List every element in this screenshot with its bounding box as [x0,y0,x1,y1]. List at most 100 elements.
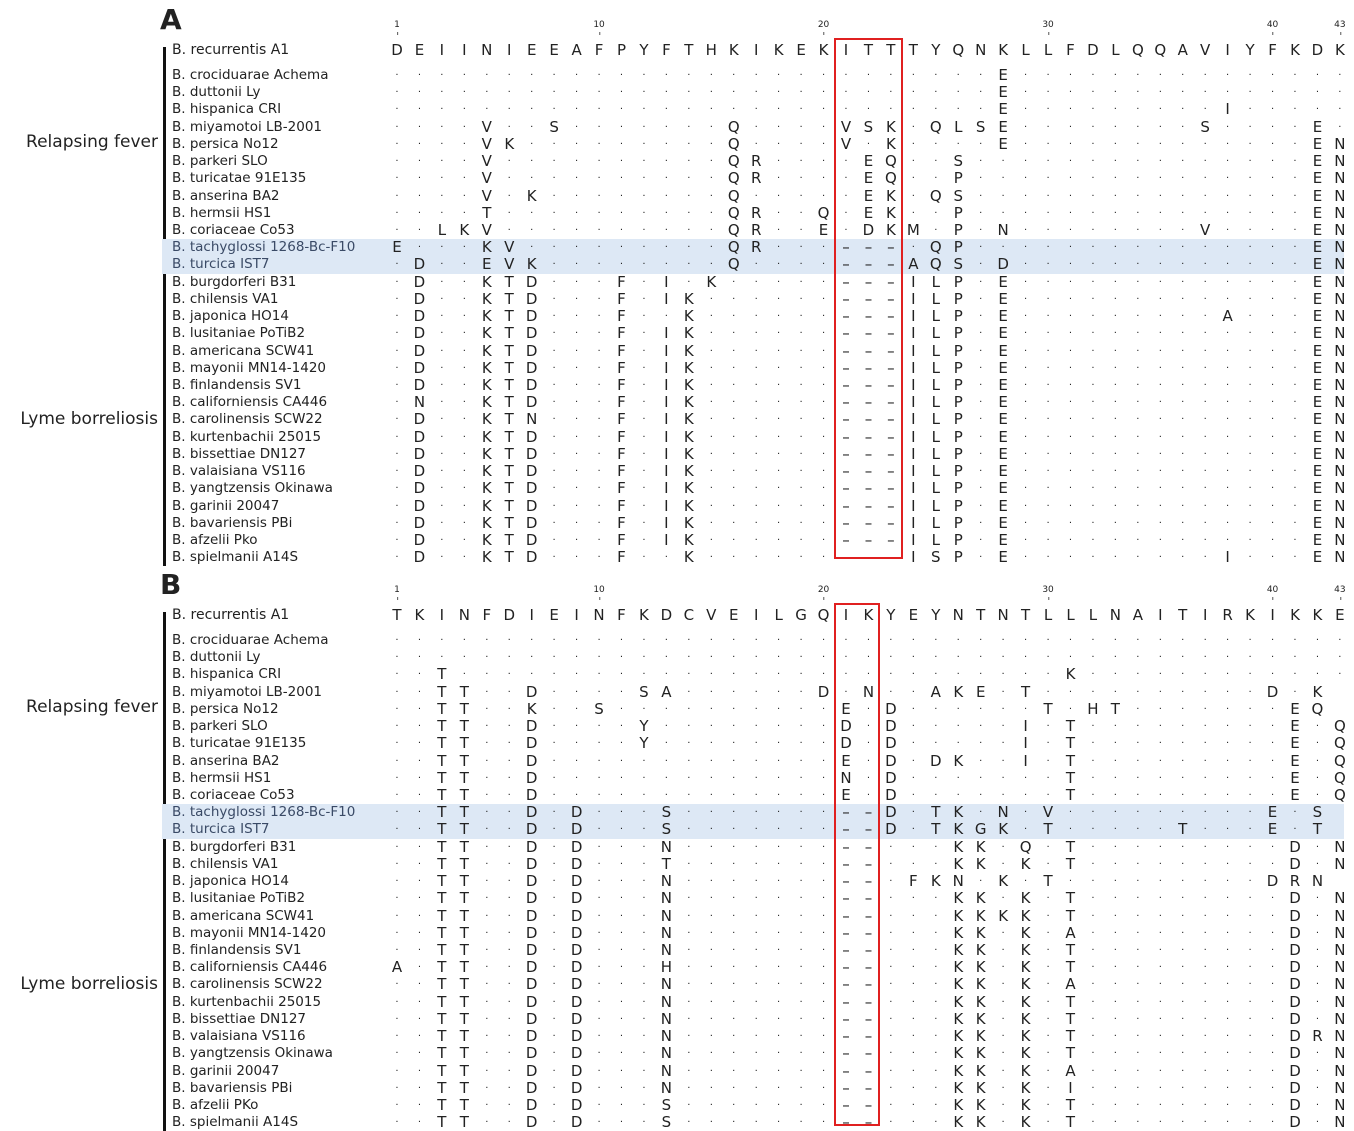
residue: · [1104,1063,1126,1080]
residue: N [408,394,430,411]
residue: · [1104,222,1126,239]
residue: · [768,890,790,907]
alignment-row: B. duttonii Ly · · · · · · · · · · · · · · · · · · · · · · · · · ·… [0,84,1354,101]
residue: · [813,1097,835,1114]
residue: K [970,941,992,959]
residue: Y [1239,42,1261,59]
residue: E [970,683,992,701]
residue: T [431,1010,453,1028]
residue: · [1037,1080,1059,1097]
residue: · [745,188,767,205]
residue: · [1306,1080,1328,1097]
residue: T [431,786,453,804]
residue: · [633,119,655,136]
residue: · [880,101,902,118]
species-name: B. spielmanii A14S [172,549,298,566]
residue: · [1194,1080,1216,1097]
residue: T [925,804,947,821]
alignment-row: B. mayonii MN14-1420 · D · · K T D · · · F · I K · · · · · ·… [0,359,1354,377]
residue: · [1194,67,1216,84]
residue: S [947,256,969,273]
residue: · [588,291,610,308]
residue: – [880,273,902,291]
residue: D [521,855,543,873]
residue: · [1082,890,1104,907]
residue: · [453,446,475,463]
residue: Q [1127,42,1149,59]
residue: E [1284,718,1306,735]
residue: · [1172,153,1194,170]
residue: · [1127,666,1149,683]
residue: · [678,1063,700,1080]
residue: D [813,683,835,701]
residue: · [970,308,992,325]
residue: · [521,649,543,666]
species-name: B. parkeri SLO [172,153,268,170]
residue: T [1060,907,1082,925]
species-name: B. coriaceae Co53 [172,222,295,239]
residue: · [790,394,812,411]
residue: · [431,429,453,446]
residue: · [1284,821,1306,838]
residue: · [992,153,1014,170]
residue: · [453,291,475,308]
residue: I [655,497,677,515]
residue: · [543,394,565,411]
residue: · [1015,188,1037,205]
residue: T [453,700,475,718]
residue: T [431,838,453,856]
residue: · [453,136,475,153]
residue: · [1194,205,1216,222]
residue: · [813,908,835,925]
residue: · [1262,1011,1284,1028]
residue: K [700,273,722,291]
residue: · [386,701,408,718]
residue: N [655,941,677,959]
residue: · [1217,67,1239,84]
residue: – [880,394,902,411]
residue: · [723,804,745,821]
residue: · [633,976,655,993]
residue: · [566,649,588,666]
residue: N [1329,170,1351,187]
residue: · [970,67,992,84]
residue: · [1172,446,1194,463]
residue: P [611,42,633,59]
residue: K [678,549,700,566]
residue: · [1172,925,1194,942]
residue: Y [633,42,655,59]
residue: · [1149,394,1171,411]
residue: – [835,924,857,942]
residue: · [678,976,700,993]
residue: · [768,666,790,683]
residue: · [1104,463,1126,480]
species-name: B. yangtzensis Okinawa [172,480,333,497]
alignment-row: B. anserina BA2 · · T T · · D · · · · · · · · · · · · · E · D · D… [0,752,1354,770]
residue: · [633,925,655,942]
residue: D [880,700,902,718]
residue: T [431,873,453,890]
residue: T [925,821,947,838]
residue: · [813,925,835,942]
residue: · [902,787,924,804]
residue: · [790,701,812,718]
residue: · [498,1080,520,1097]
residue: · [1239,770,1261,787]
residue: · [1127,101,1149,118]
residue: · [453,666,475,683]
residue: · [768,804,790,821]
residue: V [835,118,857,136]
residue: · [1149,274,1171,291]
residue: F [611,463,633,480]
residue: · [1149,942,1171,959]
residue: E [1306,256,1328,273]
residue: · [633,205,655,222]
residue: D [408,325,430,342]
residue: P [947,170,969,187]
species-name: B. spielmanii A14S [172,1114,298,1131]
residue: · [1127,119,1149,136]
residue: · [947,701,969,718]
residue: N [655,1079,677,1097]
residue: · [1015,136,1037,153]
residue: · [431,649,453,666]
